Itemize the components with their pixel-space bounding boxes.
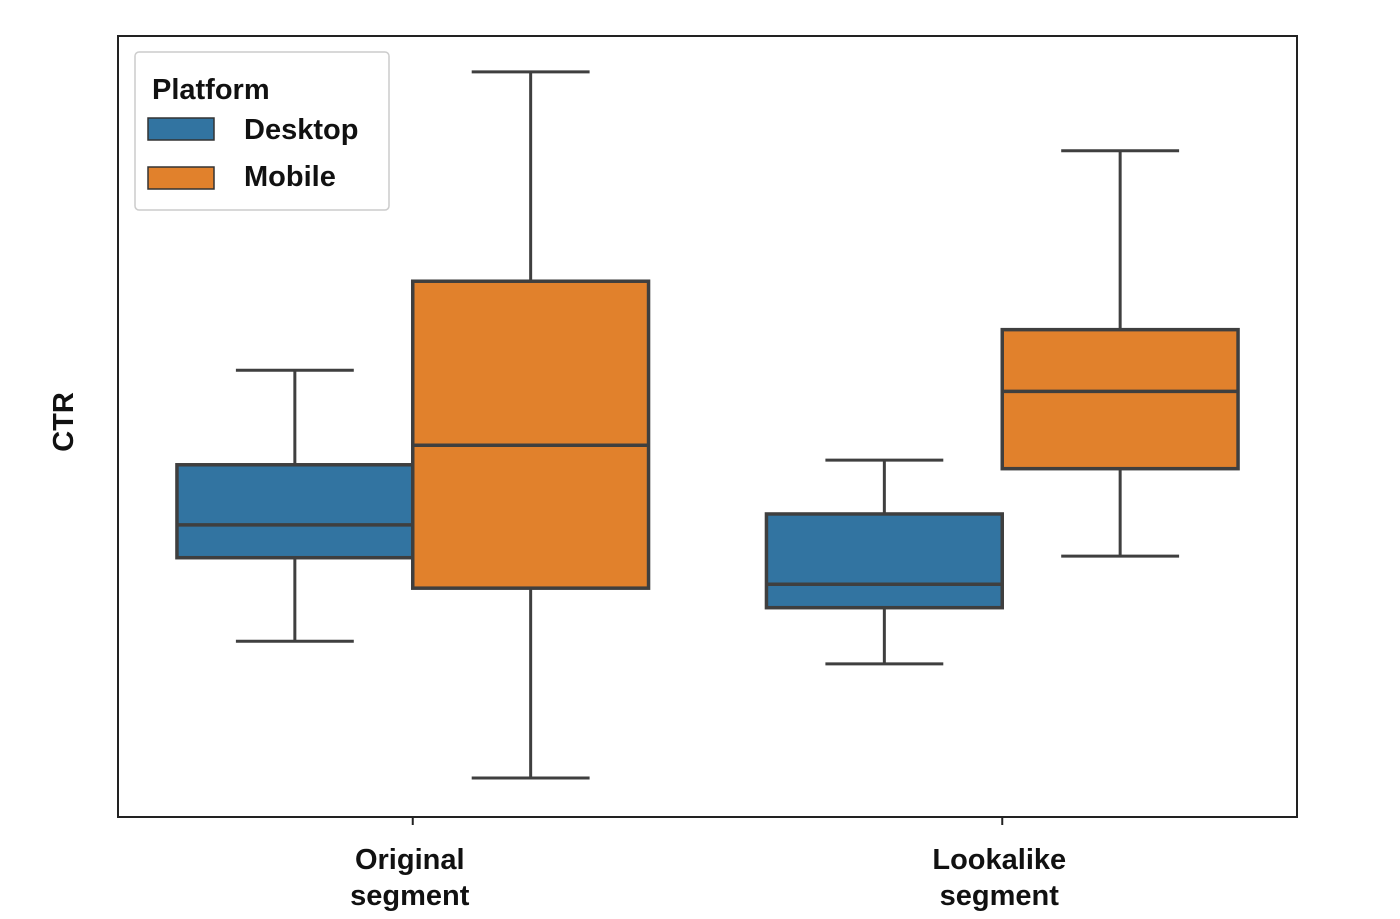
legend-swatch-desktop xyxy=(147,117,215,141)
legend-label-mobile: Mobile xyxy=(244,161,336,193)
box-desktop-0 xyxy=(175,368,415,643)
x-tick-label: segment xyxy=(940,880,1060,912)
legend-swatch-mobile xyxy=(147,166,215,190)
y-axis-label: CTR xyxy=(48,392,80,452)
legend: Platform Desktop Mobile xyxy=(134,51,390,211)
legend-label-desktop: Desktop xyxy=(244,114,358,146)
x-tick-label: Lookalike xyxy=(932,844,1066,876)
box-mobile-0 xyxy=(411,70,651,780)
box-iqr xyxy=(1000,327,1240,471)
ticks-layer: Original segment Lookalike segment xyxy=(350,817,1066,912)
legend-title: Platform xyxy=(152,74,270,106)
x-tick-label: segment xyxy=(350,880,470,912)
box-iqr xyxy=(411,279,651,590)
x-tick-label: Original xyxy=(355,844,465,876)
plot-frame xyxy=(117,35,1298,818)
boxes-layer xyxy=(175,70,1240,780)
box-desktop-1 xyxy=(764,458,1005,666)
box-mobile-1 xyxy=(1000,149,1240,558)
box-iqr xyxy=(175,463,415,560)
box-iqr xyxy=(764,512,1005,610)
